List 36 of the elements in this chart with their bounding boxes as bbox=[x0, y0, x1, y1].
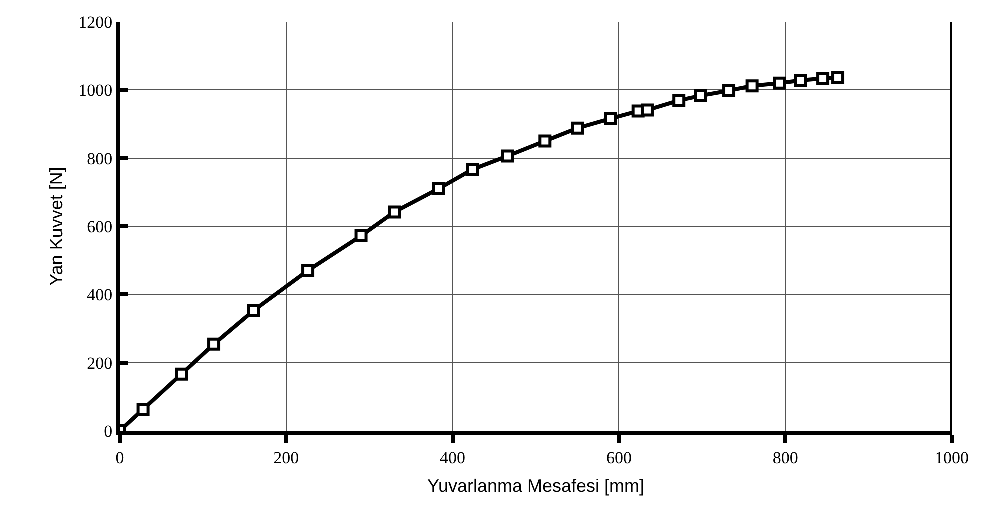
y-tick-label: 600 bbox=[87, 217, 113, 236]
point bbox=[694, 89, 708, 102]
point bbox=[466, 163, 480, 176]
point bbox=[432, 182, 446, 196]
y-axis-title: Yan Kuvvet [N] bbox=[46, 167, 66, 286]
y-tick-label: 1200 bbox=[78, 12, 113, 32]
point bbox=[794, 74, 808, 88]
point bbox=[672, 94, 686, 108]
y-tick-label: 1000 bbox=[78, 81, 113, 100]
point bbox=[302, 264, 315, 278]
point bbox=[746, 80, 759, 93]
y-tick-label: 0 bbox=[104, 422, 113, 441]
x-axis-title: Yuvarlanma Mesafesi [mm] bbox=[427, 476, 645, 496]
point bbox=[388, 206, 402, 219]
point bbox=[247, 304, 260, 318]
point bbox=[571, 122, 584, 135]
point bbox=[175, 368, 188, 381]
point bbox=[208, 338, 221, 351]
point bbox=[354, 230, 368, 243]
x-tick-label: 400 bbox=[440, 448, 466, 468]
x-tick-label: 800 bbox=[772, 448, 798, 468]
x-tick-label: 1000 bbox=[935, 448, 969, 468]
point bbox=[136, 403, 150, 416]
y-tick-label: 800 bbox=[87, 149, 113, 168]
y-tick-label: 200 bbox=[87, 354, 113, 373]
point bbox=[722, 84, 736, 98]
point bbox=[640, 104, 654, 117]
point bbox=[773, 76, 786, 90]
x-tick-label: 200 bbox=[274, 448, 300, 468]
x-tick-label: 600 bbox=[606, 448, 632, 468]
point bbox=[816, 72, 830, 86]
point bbox=[832, 71, 845, 84]
point bbox=[604, 112, 618, 126]
y-tick-label: 400 bbox=[87, 286, 113, 305]
point bbox=[501, 150, 514, 163]
point bbox=[538, 134, 552, 148]
